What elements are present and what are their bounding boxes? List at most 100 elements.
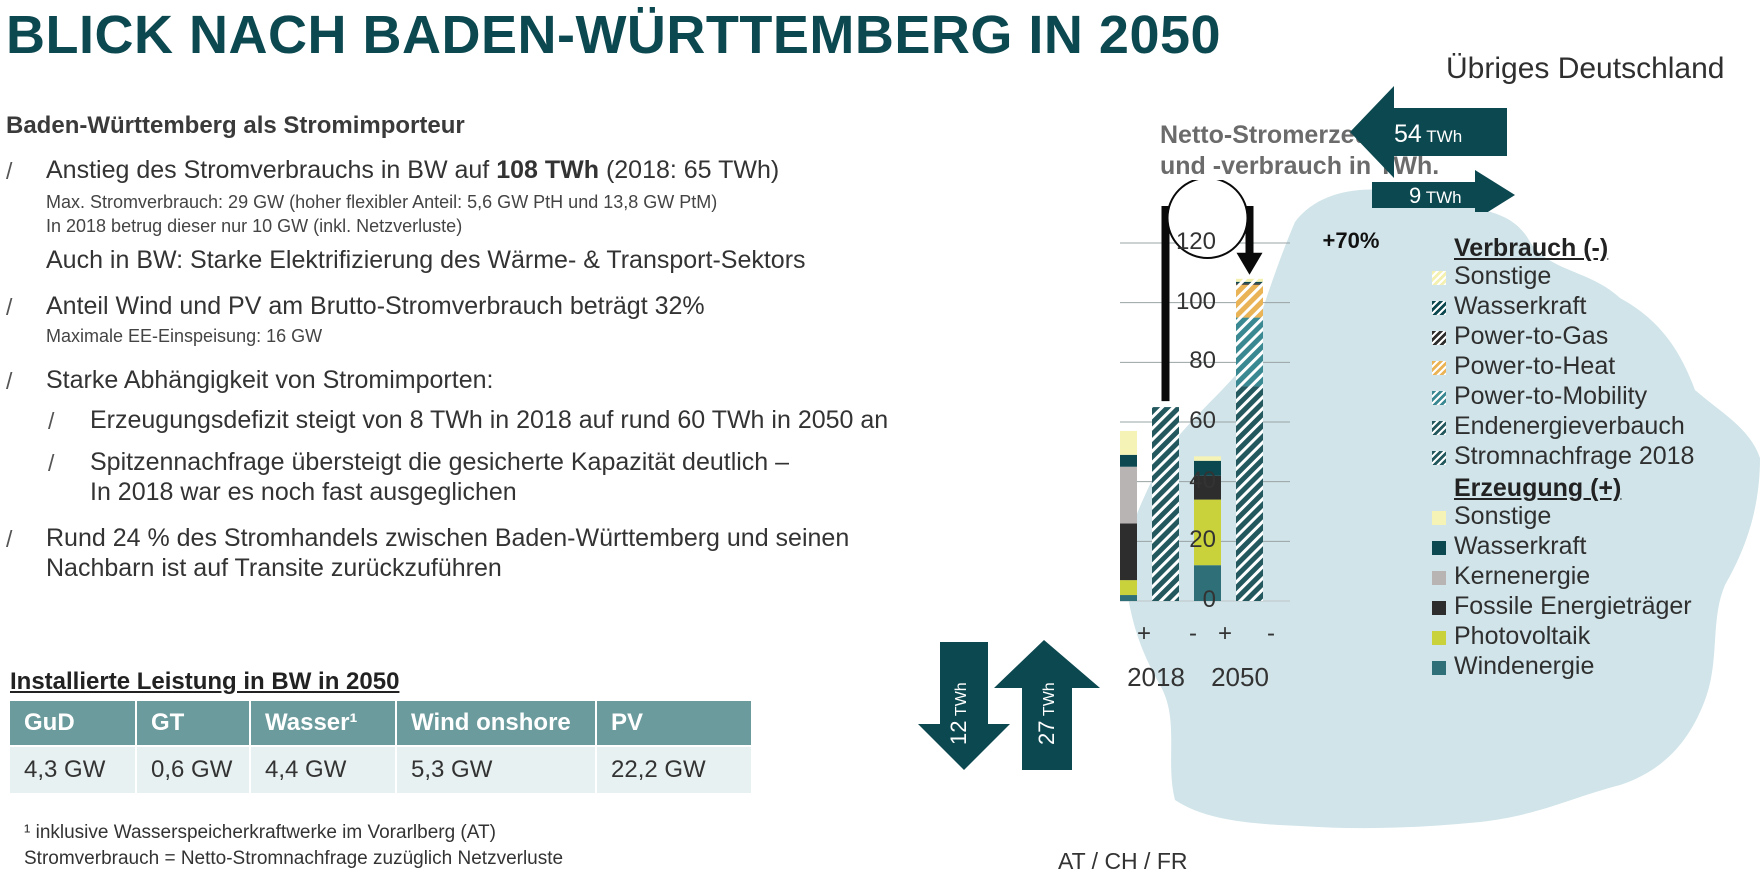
export-arrow-right [1372, 170, 1515, 212]
legend-swatch [1432, 451, 1446, 465]
bar-segment-2018-cons-stromnachfrage-2018 [1152, 407, 1179, 601]
x-tick-2050-minus: - [1267, 620, 1275, 647]
footnote-wasser: ¹ inklusive Wasserspeicherkraftwerke im … [24, 822, 496, 843]
cell-gt: 0,6 GW [136, 745, 251, 793]
import-arrow-up [994, 640, 1100, 770]
export-bottom-value: 12 [946, 720, 971, 745]
bullet-wind-pv-share: Anteil Wind und PV am Brutto-Stromverbra… [46, 292, 705, 320]
bullet-text: (2018: 65 TWh) [599, 156, 780, 184]
y-tick-label: 80 [1189, 347, 1216, 375]
footnote-definition: Stromverbrauch = Netto-Stromnachfrage zu… [24, 848, 564, 869]
legend-label: Power-to-Mobility [1454, 382, 1648, 410]
region-label-at-ch-fr: AT / CH / FR [1058, 848, 1188, 874]
region-label-germany: Übriges Deutschland [1446, 52, 1725, 85]
bullet-import-dependency: Starke Abhängigkeit von Stromimporten: [46, 366, 494, 394]
legend-swatch [1432, 661, 1446, 675]
bullet-electrification: Auch in BW: Starke Elektrifizierung des … [46, 246, 806, 274]
bullet-text: Anstieg des Stromverbrauchs in BW auf [46, 156, 497, 184]
growth-arrows [1161, 180, 1263, 402]
cell-pv: 22,2 GW [596, 745, 751, 793]
y-tick-label: 60 [1189, 407, 1216, 434]
y-tick-label: 100 [1175, 287, 1216, 315]
legend-label: Sonstige [1454, 502, 1552, 530]
bullet-sub-2018: In 2018 betrug dieser nur 10 GW (inkl. N… [46, 216, 463, 236]
bar-segment-2050-gen-sonstige [1194, 456, 1221, 461]
bar-segment-2018-gen-kernenergie [1120, 466, 1137, 524]
x-tick-2018-plus: + [1136, 620, 1151, 647]
legend-label: Photovoltaik [1454, 622, 1591, 650]
import-arrow-left [1350, 86, 1507, 178]
bar-segment-2050-cons-power-to-heat [1236, 284, 1263, 318]
legend-swatch [1432, 541, 1446, 555]
y-tick-label: 20 [1189, 526, 1216, 554]
bar-segment-2050-gen-windenergie [1194, 565, 1221, 601]
bar-segment-2018-gen-windenergie [1120, 595, 1137, 601]
legend-label: Wasserkraft [1454, 292, 1587, 320]
bar-segment-2050-cons-wasserkraft [1236, 281, 1263, 284]
export-bottom-label: 12 TWh [946, 682, 972, 745]
x-year-2018: 2018 [1127, 662, 1185, 692]
cell-gud: 4,3 GW [10, 745, 137, 793]
legend-swatch [1432, 361, 1446, 375]
bullet-peak-demand: Spitzennachfrage übersteigt die gesicher… [90, 448, 790, 476]
bullet-peak-demand-2018: In 2018 war es noch fast ausgeglichen [90, 478, 517, 506]
export-arrow-down [918, 642, 1010, 770]
bar-segment-2050-cons-sonstige [1236, 278, 1263, 282]
bar-group [1120, 278, 1263, 601]
growth-arrow-head [1236, 252, 1263, 275]
section-heading: Baden-Württemberg als Stromimporteur [6, 112, 465, 139]
bar-segment-2050-cons-endenergieverbauch [1236, 386, 1263, 601]
import-bottom-label: 27 TWh [1034, 682, 1060, 745]
growth-annotation: +70% [1322, 228, 1380, 253]
bar-segment-2050-gen-wasserkraft [1194, 460, 1221, 476]
bullet-generation-deficit: Erzeugungsdefizit steigt von 8 TWh in 20… [90, 406, 889, 434]
bar-segment-2018-gen-photovoltaik [1120, 580, 1137, 596]
bullet-transit-trade-line2: Nachbarn ist auf Transite zurückzuführen [46, 554, 502, 582]
col-header-wind-onshore: Wind onshore [396, 701, 597, 746]
table-heading: Installierte Leistung in BW in 2050 [10, 668, 400, 695]
y-tick-label: 120 [1175, 228, 1216, 255]
bullet-consumption-increase: Anstieg des Stromverbrauchs in BW auf 10… [46, 156, 779, 185]
legend-swatch [1432, 511, 1446, 525]
legend-heading-consumption: Verbrauch (-) [1454, 234, 1609, 262]
bar-segment-2018-gen-wasserkraft [1120, 454, 1137, 467]
bar-segment-2050-cons-power-to-mobility [1236, 317, 1263, 387]
legend-label: Sonstige [1454, 262, 1552, 290]
bw-map-shape [1124, 189, 1760, 829]
export-top-value: 9 [1409, 183, 1422, 208]
legend-swatch [1432, 391, 1446, 405]
table-header-row: GuD GT Wasser¹ Wind onshore PV [10, 701, 751, 746]
page-title: BLICK NACH BADEN-WÜRTTEMBERG IN 2050 [6, 5, 1222, 65]
legend-swatch [1432, 301, 1446, 315]
col-header-pv: PV [596, 701, 751, 746]
table-row: 4,3 GW 0,6 GW 4,4 GW 5,3 GW 22,2 GW [10, 745, 751, 793]
bar-segment-2018-gen-fossile-energieträger [1120, 523, 1137, 581]
legend-swatch [1432, 601, 1446, 615]
bullet-marker: / [6, 294, 13, 320]
col-header-wasser: Wasser¹ [250, 701, 397, 746]
col-header-gud: GuD [10, 701, 137, 746]
legend-swatch [1432, 571, 1446, 585]
legend-label: Endenergieverbauch [1454, 412, 1685, 440]
legend-label: Windenergie [1454, 652, 1595, 680]
y-tick-label: 0 [1202, 586, 1216, 613]
bullet-marker: / [6, 368, 13, 394]
bullet-bold-value: 108 TWh [496, 156, 599, 184]
import-top-value: 54 [1394, 120, 1422, 148]
legend-label: Stromnachfrage 2018 [1454, 442, 1695, 470]
legend-swatch [1432, 331, 1446, 345]
legend-heading-generation: Erzeugung (+) [1454, 474, 1622, 502]
legend-swatch [1432, 631, 1446, 645]
cell-wasser: 4,4 GW [250, 745, 397, 793]
flow-arrows-top [1350, 86, 1515, 212]
bullet-sub-ee-feed: Maximale EE-Einspeisung: 16 GW [46, 326, 323, 346]
legend-label: Kernenergie [1454, 562, 1591, 590]
capacity-table: GuD GT Wasser¹ Wind onshore PV 4,3 GW 0,… [10, 701, 751, 793]
bar-segment-2050-gen-photovoltaik [1194, 499, 1221, 566]
x-year-2050: 2050 [1211, 662, 1269, 692]
y-tick-label: 40 [1189, 466, 1216, 494]
col-header-gt: GT [136, 701, 251, 746]
bullet-marker: / [6, 158, 13, 184]
x-tick-2050-plus: + [1217, 620, 1232, 647]
cell-wind-onshore: 5,3 GW [396, 745, 597, 793]
